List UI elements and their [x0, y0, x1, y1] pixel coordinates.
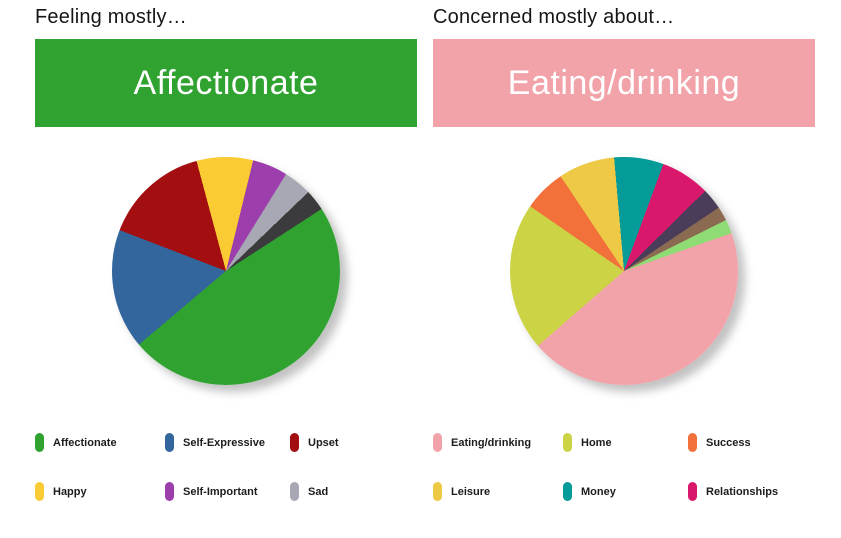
legend-color-marker	[165, 433, 174, 452]
feeling-banner-label: Affectionate	[133, 63, 319, 102]
legend-label: Home	[581, 436, 612, 449]
panel-concerned: Concerned mostly about… Eating/drinking …	[420, 0, 841, 538]
feeling-pie-area	[35, 127, 417, 385]
legend-label: Money	[581, 485, 616, 498]
legend-label: Affectionate	[53, 436, 117, 449]
legend-item-happy: Happy	[35, 482, 165, 501]
legend-item-relationships: Relationships	[688, 482, 815, 501]
feeling-banner: Affectionate	[35, 39, 417, 127]
legend-color-marker	[290, 433, 299, 452]
legend-color-marker	[35, 433, 44, 452]
panel-feeling: Feeling mostly… Affectionate Affectionat…	[0, 0, 420, 538]
legend-label: Leisure	[451, 485, 491, 498]
legend-color-marker	[165, 482, 174, 501]
legend-item-upset: Upset	[290, 433, 417, 452]
concerned-banner: Eating/drinking	[433, 39, 815, 127]
legend-color-marker	[290, 482, 299, 501]
legend-item-leisure: Leisure	[433, 482, 563, 501]
concerned-legend: Eating/drinking Home Success Leisure Mon…	[433, 433, 815, 501]
legend-item-sad: Sad	[290, 482, 417, 501]
legend-color-marker	[688, 482, 697, 501]
legend-item-self-important: Self-Important	[165, 482, 290, 501]
concerned-banner-label: Eating/drinking	[507, 63, 741, 102]
legend-color-marker	[433, 482, 442, 501]
legend-color-marker	[35, 482, 44, 501]
legend-item-eating-drinking: Eating/drinking	[433, 433, 563, 452]
legend-item-success: Success	[688, 433, 815, 452]
legend-color-marker	[433, 433, 442, 452]
concerned-pie-area	[433, 127, 815, 385]
legend-label: Relationships	[706, 485, 779, 498]
legend-color-marker	[563, 482, 572, 501]
legend-color-marker	[563, 433, 572, 452]
legend-item-self-expressive: Self-Expressive	[165, 433, 290, 452]
legend-label: Self-Important	[183, 485, 258, 498]
legend-color-marker	[688, 433, 697, 452]
panel-concerned-inner: Concerned mostly about… Eating/drinking …	[433, 6, 815, 501]
legend-label: Eating/drinking	[451, 436, 532, 449]
legend-label: Happy	[53, 485, 87, 498]
legend-item-affectionate: Affectionate	[35, 433, 165, 452]
legend-label: Self-Expressive	[183, 436, 265, 449]
legend-item-money: Money	[563, 482, 688, 501]
concerned-pie-chart	[510, 157, 738, 385]
panel-feeling-inner: Feeling mostly… Affectionate Affectionat…	[35, 6, 417, 501]
legend-label: Success	[706, 436, 751, 449]
feeling-pie-chart	[112, 157, 340, 385]
legend-label: Sad	[308, 485, 329, 498]
legend-item-home: Home	[563, 433, 688, 452]
feeling-legend: Affectionate Self-Expressive Upset Happy…	[35, 433, 417, 501]
legend-label: Upset	[308, 436, 339, 449]
concerned-title: Concerned mostly about…	[433, 6, 675, 28]
feeling-title: Feeling mostly…	[35, 6, 187, 28]
